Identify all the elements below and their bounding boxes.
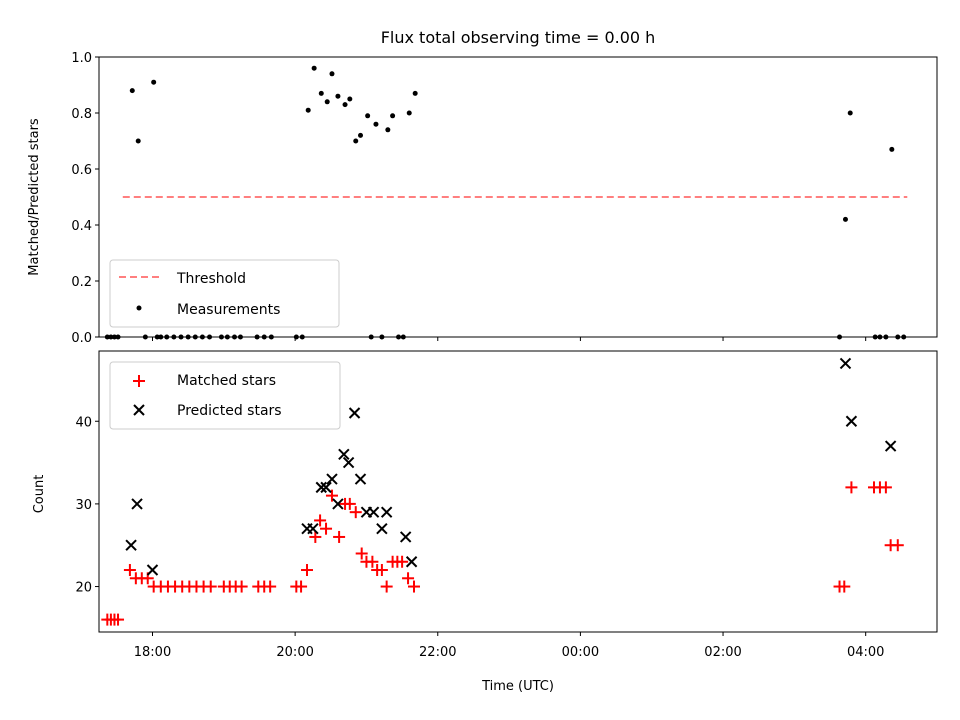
top-y-tick-label: 0.2 xyxy=(71,275,92,290)
legend-matched-label: Matched stars xyxy=(177,373,276,389)
top-y-axis-label: Matched/Predicted stars xyxy=(27,118,42,276)
x-tick-label: 02:00 xyxy=(704,645,741,660)
x-tick-label: 20:00 xyxy=(276,645,313,660)
top-legend: Threshold Measurements xyxy=(110,260,339,327)
bottom-y-tick-label: 20 xyxy=(75,581,92,596)
measurement-point xyxy=(329,71,334,76)
measurement-point xyxy=(848,111,853,116)
x-tick-label: 04:00 xyxy=(847,645,884,660)
x-axis-label: Time (UTC) xyxy=(481,679,554,694)
measurement-point xyxy=(889,147,894,152)
measurement-point xyxy=(353,139,358,144)
measurement-point xyxy=(136,139,141,144)
measurement-point xyxy=(413,91,418,96)
measurement-point xyxy=(312,66,317,71)
measurement-point xyxy=(347,97,352,102)
top-y-tick-label: 0.4 xyxy=(71,219,92,234)
measurement-point xyxy=(843,217,848,222)
legend-predicted-label: Predicted stars xyxy=(177,403,282,419)
measurement-point xyxy=(151,80,156,85)
legend-measurements-label: Measurements xyxy=(177,302,280,318)
figure-background xyxy=(0,0,960,720)
bottom-legend: Matched stars Predicted stars xyxy=(110,362,340,429)
measurement-point xyxy=(325,99,330,104)
measurement-point xyxy=(390,113,395,118)
bottom-y-axis-label: Count xyxy=(32,475,47,514)
measurement-point xyxy=(373,122,378,127)
measurement-point xyxy=(319,91,324,96)
chart-title: Flux total observing time = 0.00 h xyxy=(381,28,656,47)
x-tick-label: 18:00 xyxy=(134,645,171,660)
measurement-point xyxy=(365,113,370,118)
x-tick-label: 22:00 xyxy=(419,645,456,660)
top-y-tick-label: 0.6 xyxy=(71,163,92,178)
top-y-tick-label: 0.0 xyxy=(71,331,92,346)
legend-threshold-label: Threshold xyxy=(176,271,246,287)
top-y-tick-label: 0.8 xyxy=(71,107,92,122)
measurement-point xyxy=(343,102,348,107)
x-tick-label: 00:00 xyxy=(562,645,599,660)
bottom-y-tick-label: 40 xyxy=(75,415,92,430)
figure: Flux total observing time = 0.00 h Match… xyxy=(0,0,960,720)
legend-measurements-swatch xyxy=(137,306,142,311)
bottom-y-tick-label: 30 xyxy=(75,498,92,513)
measurement-point xyxy=(407,111,412,116)
measurement-point xyxy=(335,94,340,99)
measurement-point xyxy=(385,127,390,132)
top-y-tick-label: 1.0 xyxy=(71,51,92,66)
measurement-point xyxy=(306,108,311,113)
measurement-point xyxy=(358,133,363,138)
measurement-point xyxy=(130,88,135,93)
